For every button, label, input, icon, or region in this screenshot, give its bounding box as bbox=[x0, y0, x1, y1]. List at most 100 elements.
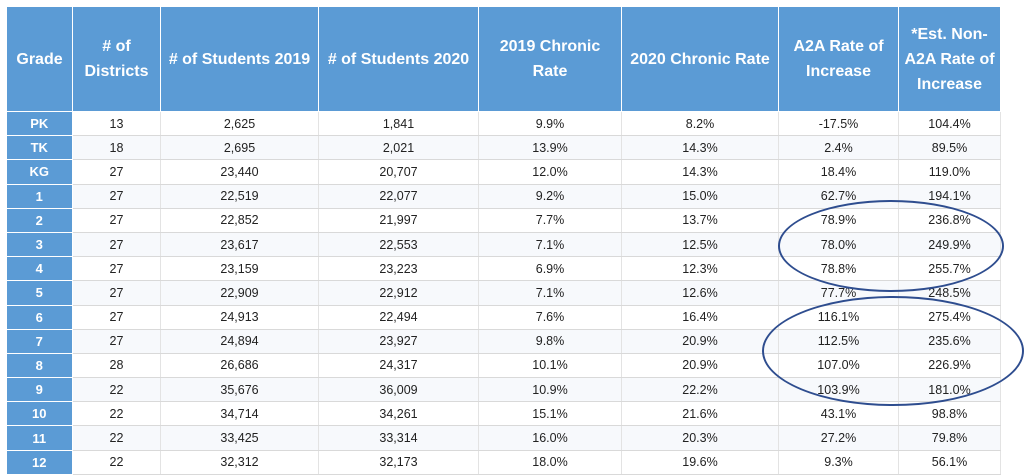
cell-non-a2a-increase: 236.8% bbox=[898, 208, 1001, 233]
chronic-absence-table-wrapper: Grade # of Districts # of Students 2019 … bbox=[6, 6, 1001, 475]
cell-students-2019: 22,852 bbox=[160, 208, 319, 233]
cell-students-2019: 23,440 bbox=[160, 159, 319, 185]
cell-non-a2a-increase: 119.0% bbox=[898, 159, 1001, 185]
cell-students-2020: 2,021 bbox=[318, 135, 479, 161]
col-header-chronic-2020: 2020 Chronic Rate bbox=[621, 6, 779, 112]
cell-chronic-2019: 7.7% bbox=[478, 208, 622, 233]
cell-chronic-2020: 12.3% bbox=[621, 256, 779, 282]
table-row: 3 27 23,617 22,553 7.1% 12.5% 78.0% 249.9% bbox=[6, 232, 1001, 258]
cell-chronic-2019: 7.1% bbox=[478, 280, 622, 306]
cell-students-2019: 2,695 bbox=[160, 135, 319, 161]
col-header-grade: Grade bbox=[6, 6, 73, 112]
cell-chronic-2020: 8.2% bbox=[621, 111, 779, 137]
cell-chronic-2020: 22.2% bbox=[621, 377, 779, 403]
cell-grade: 3 bbox=[6, 232, 73, 258]
cell-students-2020: 22,912 bbox=[318, 280, 479, 306]
cell-students-2020: 1,841 bbox=[318, 111, 479, 137]
table-row: 5 27 22,909 22,912 7.1% 12.6% 77.7% 248.5% bbox=[6, 280, 1001, 306]
cell-students-2019: 35,676 bbox=[160, 377, 319, 403]
cell-chronic-2019: 10.9% bbox=[478, 377, 622, 403]
cell-chronic-2019: 7.1% bbox=[478, 232, 622, 258]
cell-chronic-2019: 15.1% bbox=[478, 401, 622, 427]
cell-districts: 13 bbox=[72, 111, 161, 137]
cell-non-a2a-increase: 249.9% bbox=[898, 232, 1001, 258]
cell-students-2020: 22,553 bbox=[318, 232, 479, 258]
col-header-chronic-2019: 2019 Chronic Rate bbox=[478, 6, 622, 112]
col-header-a2a-increase: A2A Rate of Increase bbox=[778, 6, 899, 112]
cell-grade: 4 bbox=[6, 256, 73, 282]
cell-students-2020: 23,223 bbox=[318, 256, 479, 282]
table-row: 10 22 34,714 34,261 15.1% 21.6% 43.1% 98.8% bbox=[6, 401, 1001, 427]
cell-districts: 27 bbox=[72, 232, 161, 258]
cell-students-2019: 34,714 bbox=[160, 401, 319, 427]
cell-grade: 1 bbox=[6, 184, 73, 209]
cell-a2a-increase: 107.0% bbox=[778, 353, 899, 379]
cell-a2a-increase: 116.1% bbox=[778, 305, 899, 330]
cell-grade: 5 bbox=[6, 280, 73, 306]
cell-chronic-2020: 20.9% bbox=[621, 353, 779, 379]
cell-districts: 27 bbox=[72, 329, 161, 354]
cell-chronic-2020: 12.5% bbox=[621, 232, 779, 258]
cell-districts: 27 bbox=[72, 305, 161, 330]
table-row: KG 27 23,440 20,707 12.0% 14.3% 18.4% 119.0% bbox=[6, 159, 1001, 185]
cell-grade: 6 bbox=[6, 305, 73, 330]
cell-a2a-increase: 77.7% bbox=[778, 280, 899, 306]
cell-non-a2a-increase: 255.7% bbox=[898, 256, 1001, 282]
cell-grade: 2 bbox=[6, 208, 73, 233]
cell-districts: 22 bbox=[72, 377, 161, 403]
cell-a2a-increase: 2.4% bbox=[778, 135, 899, 161]
cell-districts: 28 bbox=[72, 353, 161, 379]
header-row: Grade # of Districts # of Students 2019 … bbox=[6, 6, 1001, 112]
table-row: 9 22 35,676 36,009 10.9% 22.2% 103.9% 181.0% bbox=[6, 377, 1001, 403]
cell-non-a2a-increase: 235.6% bbox=[898, 329, 1001, 354]
cell-non-a2a-increase: 194.1% bbox=[898, 184, 1001, 209]
cell-districts: 27 bbox=[72, 256, 161, 282]
cell-chronic-2020: 20.9% bbox=[621, 329, 779, 354]
cell-a2a-increase: 103.9% bbox=[778, 377, 899, 403]
cell-grade: 10 bbox=[6, 401, 73, 427]
cell-students-2019: 26,686 bbox=[160, 353, 319, 379]
table-row: 7 27 24,894 23,927 9.8% 20.9% 112.5% 235.6% bbox=[6, 329, 1001, 354]
col-header-students-2020: # of Students 2020 bbox=[318, 6, 479, 112]
cell-chronic-2020: 14.3% bbox=[621, 135, 779, 161]
cell-chronic-2020: 13.7% bbox=[621, 208, 779, 233]
cell-chronic-2019: 16.0% bbox=[478, 425, 622, 451]
cell-districts: 18 bbox=[72, 135, 161, 161]
cell-students-2019: 33,425 bbox=[160, 425, 319, 451]
cell-districts: 27 bbox=[72, 184, 161, 209]
cell-chronic-2019: 13.9% bbox=[478, 135, 622, 161]
cell-grade: KG bbox=[6, 159, 73, 185]
cell-students-2019: 22,909 bbox=[160, 280, 319, 306]
table-row: TK 18 2,695 2,021 13.9% 14.3% 2.4% 89.5% bbox=[6, 135, 1001, 161]
cell-a2a-increase: 112.5% bbox=[778, 329, 899, 354]
cell-grade: PK bbox=[6, 111, 73, 137]
cell-students-2020: 22,494 bbox=[318, 305, 479, 330]
cell-non-a2a-increase: 275.4% bbox=[898, 305, 1001, 330]
cell-chronic-2020: 15.0% bbox=[621, 184, 779, 209]
cell-a2a-increase: 62.7% bbox=[778, 184, 899, 209]
cell-chronic-2020: 16.4% bbox=[621, 305, 779, 330]
cell-districts: 22 bbox=[72, 425, 161, 451]
table-row: 1 27 22,519 22,077 9.2% 15.0% 62.7% 194.1% bbox=[6, 184, 1001, 209]
cell-districts: 22 bbox=[72, 401, 161, 427]
cell-chronic-2020: 14.3% bbox=[621, 159, 779, 185]
cell-non-a2a-increase: 104.4% bbox=[898, 111, 1001, 137]
table-row: PK 13 2,625 1,841 9.9% 8.2% -17.5% 104.4% bbox=[6, 111, 1001, 137]
cell-a2a-increase: 78.9% bbox=[778, 208, 899, 233]
cell-chronic-2019: 7.6% bbox=[478, 305, 622, 330]
cell-grade: 9 bbox=[6, 377, 73, 403]
cell-chronic-2019: 12.0% bbox=[478, 159, 622, 185]
table-row: 8 28 26,686 24,317 10.1% 20.9% 107.0% 226.9% bbox=[6, 353, 1001, 379]
cell-grade: 8 bbox=[6, 353, 73, 379]
cell-non-a2a-increase: 181.0% bbox=[898, 377, 1001, 403]
table-row: 6 27 24,913 22,494 7.6% 16.4% 116.1% 275.4% bbox=[6, 305, 1001, 330]
cell-students-2019: 23,159 bbox=[160, 256, 319, 282]
cell-students-2019: 24,913 bbox=[160, 305, 319, 330]
col-header-non-a2a-increase: *Est. Non-A2A Rate of Increase bbox=[898, 6, 1001, 112]
cell-students-2019: 23,617 bbox=[160, 232, 319, 258]
cell-students-2020: 24,317 bbox=[318, 353, 479, 379]
cell-students-2020: 34,261 bbox=[318, 401, 479, 427]
cell-a2a-increase: 78.8% bbox=[778, 256, 899, 282]
cell-students-2020: 33,314 bbox=[318, 425, 479, 451]
cell-chronic-2020: 21.6% bbox=[621, 401, 779, 427]
